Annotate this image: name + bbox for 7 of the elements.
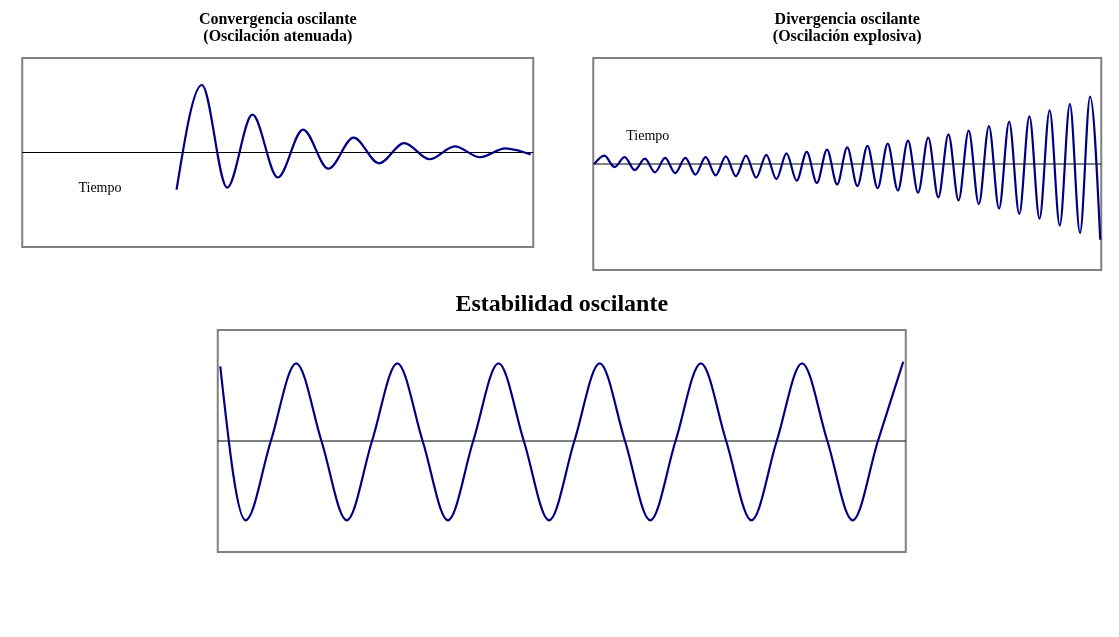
annotation: Tiempo	[626, 128, 670, 144]
annotation: Tiempo	[78, 180, 122, 196]
chart-subtitle: (Oscilación explosiva)	[772, 27, 922, 45]
chart-title: Convergencia oscilante	[198, 10, 357, 28]
chart-title: Divergencia oscilante	[774, 10, 920, 28]
chart-title: Estabilidad oscilante	[455, 290, 669, 316]
chart-subtitle: (Oscilación atenuada)	[203, 27, 353, 45]
